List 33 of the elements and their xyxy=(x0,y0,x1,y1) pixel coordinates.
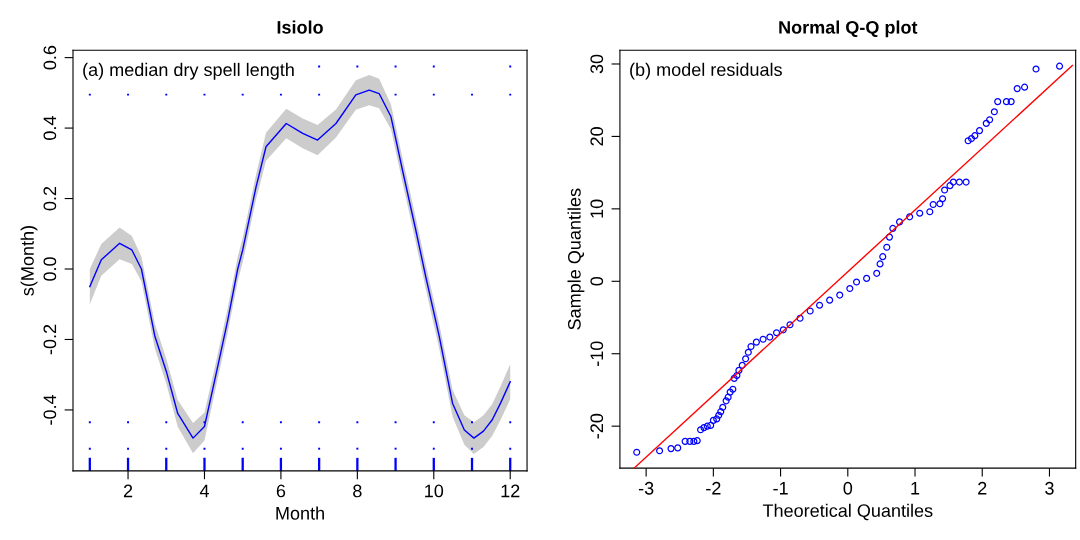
x-axis-title: Theoretical Quantiles xyxy=(762,503,933,521)
annotation: (b) model residuals xyxy=(630,62,782,80)
x-axis-title: Month xyxy=(276,506,324,520)
x-tick-label: -3 xyxy=(638,481,654,495)
y-tick-label: 0.0 xyxy=(43,257,57,281)
y-tick-label: -0.2 xyxy=(43,324,57,355)
y-tick-label: -0.4 xyxy=(43,394,57,425)
x-tick-label: -1 xyxy=(773,482,788,495)
y-tick-label: 20 xyxy=(590,127,604,146)
x-tick-label: -2 xyxy=(706,481,721,495)
x-tick-label: 2 xyxy=(978,481,987,495)
y-tick-label: -10 xyxy=(590,341,604,366)
y-tick-label: 0 xyxy=(590,276,604,286)
y-tick-label: 0.6 xyxy=(43,45,57,70)
chart-title: Isiolo xyxy=(277,20,323,34)
x-tick-label: 4 xyxy=(199,484,209,498)
y-tick-label: -20 xyxy=(590,413,604,439)
x-tick-label: 0 xyxy=(843,481,853,495)
annotation: (a) median dry spell length xyxy=(83,62,294,80)
x-tick-label: 10 xyxy=(425,484,444,498)
x-tick-label: 2 xyxy=(123,484,133,498)
x-tick-label: 1 xyxy=(911,482,920,495)
y-tick-label: 0.2 xyxy=(43,186,57,211)
y-axis-title: s(Month) xyxy=(20,226,38,296)
y-tick-label: 30 xyxy=(590,54,604,74)
x-tick-label: 6 xyxy=(276,484,286,498)
x-tick-label: 3 xyxy=(1045,481,1054,495)
y-axis-title: Sample Quantiles xyxy=(567,188,585,330)
y-tick-label: 0.4 xyxy=(43,116,57,140)
y-tick-label: 10 xyxy=(590,199,604,218)
x-tick-label: 8 xyxy=(353,484,362,498)
chart-title: Normal Q-Q plot xyxy=(779,20,918,38)
x-tick-label: 12 xyxy=(501,484,520,498)
